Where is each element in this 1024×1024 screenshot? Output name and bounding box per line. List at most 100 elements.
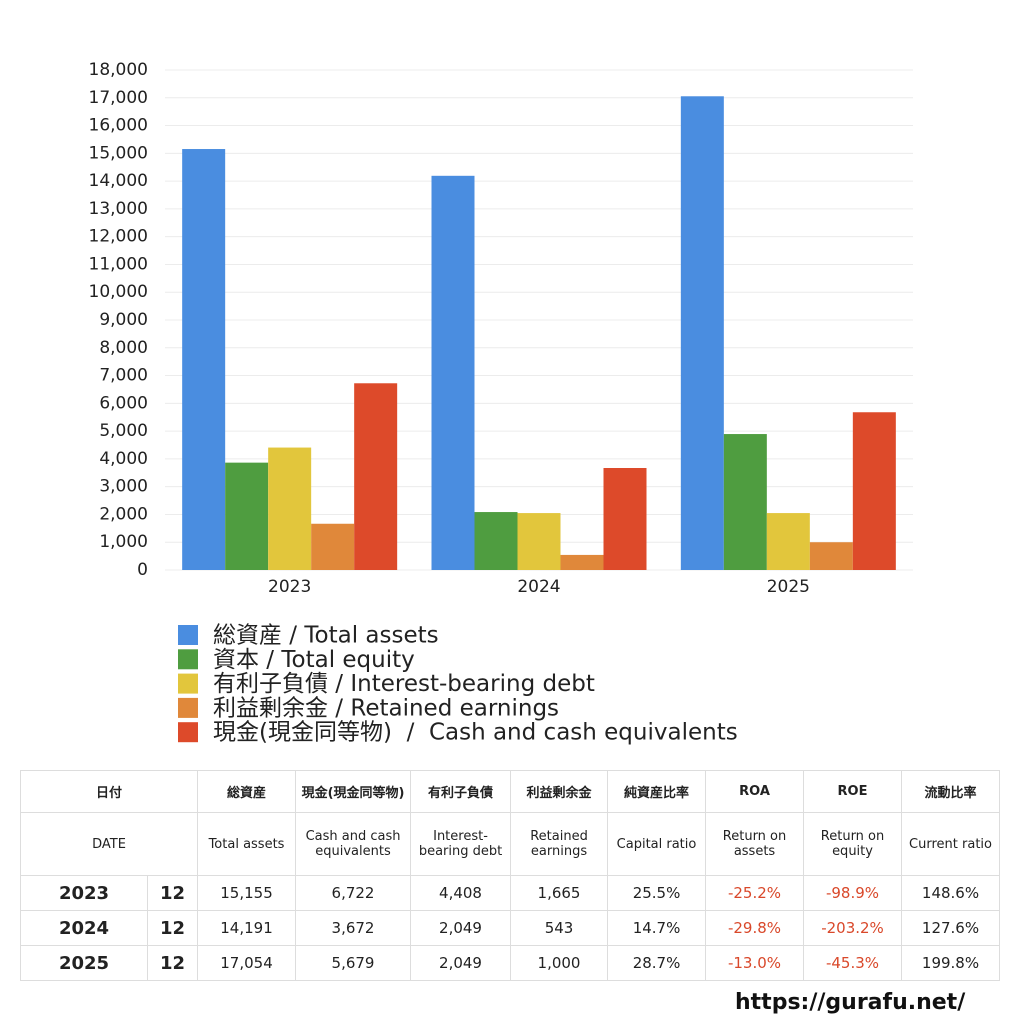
y-tick-label: 10,000 bbox=[89, 282, 148, 302]
data-cell: -203.2% bbox=[803, 910, 903, 946]
bar bbox=[680, 96, 724, 571]
bar bbox=[431, 175, 475, 571]
bar bbox=[517, 513, 561, 570]
data-cell: 3,672 bbox=[295, 910, 412, 946]
legend-label: 有利子負債 / Interest-bearing debt bbox=[213, 671, 595, 697]
data-table: 日付 総資産 現金(現金同等物) 有利子負債 利益剰余金 純資産比率 ROA ROE 流動比率 D… bbox=[19, 770, 1001, 981]
header-cell: 有利子負債 bbox=[410, 770, 512, 813]
data-cell: 5,679 bbox=[295, 945, 412, 981]
bar bbox=[603, 468, 647, 570]
data-cell: 1,665 bbox=[510, 875, 609, 911]
data-cell: 2023 bbox=[20, 875, 148, 911]
data-cell: 12 bbox=[146, 875, 199, 911]
y-tick-label: 13,000 bbox=[89, 199, 148, 219]
bar bbox=[225, 462, 269, 570]
y-tick-label: 15,000 bbox=[89, 143, 148, 163]
bar bbox=[311, 523, 355, 570]
y-tick-label: 14,000 bbox=[89, 171, 148, 191]
data-row: 2023 12 15,155 6,722 4,408 1,665 25.5% -25.2% -9… bbox=[20, 875, 1001, 911]
data-cell: 14.7% bbox=[607, 910, 707, 946]
data-cell: 148.6% bbox=[901, 875, 1001, 911]
data-cell: 25.5% bbox=[607, 875, 707, 911]
header-cell: 純資産比率 bbox=[607, 770, 707, 813]
header-cell: DATE bbox=[19, 812, 199, 876]
y-tick-label: 16,000 bbox=[89, 116, 148, 136]
x-tick-label: 2023 bbox=[268, 577, 311, 597]
chart: 0 1,000 2,000 3,000 4,000 5,000 6,000 7,000 8,00… bbox=[89, 60, 913, 746]
data-cell: 12 bbox=[146, 910, 199, 946]
header-cell: 日付 bbox=[19, 770, 199, 813]
data-cell: 543 bbox=[510, 910, 609, 946]
data-cell: 2025 bbox=[20, 945, 148, 981]
y-tick-label: 6,000 bbox=[99, 393, 148, 413]
data-cell: 12 bbox=[146, 945, 199, 981]
data-cell: 2024 bbox=[20, 910, 148, 946]
legend-swatch bbox=[178, 673, 198, 694]
y-tick-label: 17,000 bbox=[89, 88, 148, 108]
y-tick-label: 1,000 bbox=[99, 532, 148, 552]
header-cell: Interest-bearing debt bbox=[410, 812, 512, 876]
y-tick-label: 9,000 bbox=[99, 310, 148, 330]
bar bbox=[809, 542, 853, 570]
header-row: 日付 総資産 現金(現金同等物) 有利子負債 利益剰余金 純資産比率 ROA ROE 流動比率 bbox=[19, 770, 1001, 813]
header-cell: Total assets bbox=[197, 812, 297, 876]
header-cell: 総資産 bbox=[197, 770, 297, 813]
y-tick-label: 12,000 bbox=[89, 227, 148, 247]
header-cell: 流動比率 bbox=[901, 770, 1001, 813]
header-cell: Cash and cash equivalents bbox=[295, 812, 412, 876]
data-cell: 6,722 bbox=[295, 875, 412, 911]
data-cell: 2,049 bbox=[410, 945, 512, 981]
y-tick-label: 8,000 bbox=[99, 338, 148, 358]
data-cell: 28.7% bbox=[607, 945, 707, 981]
bar bbox=[723, 434, 767, 570]
x-tick-label: 2024 bbox=[517, 577, 560, 597]
bar bbox=[182, 149, 226, 570]
header-cell: Retained earnings bbox=[510, 812, 609, 876]
footer-url: https://gurafu.net/ bbox=[735, 990, 966, 1015]
header-row: DATE Total assets Cash and cash equivalent… bbox=[19, 812, 1001, 876]
header-cell: ROE bbox=[803, 770, 903, 813]
header-cell: Return on assets bbox=[705, 812, 805, 876]
header-cell: ROA bbox=[705, 770, 805, 813]
header-cell: 利益剰余金 bbox=[510, 770, 609, 813]
legend-swatch bbox=[178, 697, 198, 718]
y-tick-label: 0 bbox=[137, 560, 148, 580]
data-cell: -29.8% bbox=[705, 910, 805, 946]
y-tick-label: 7,000 bbox=[99, 366, 148, 386]
legend-label: 利益剰余金 / Retained earnings bbox=[213, 695, 559, 721]
y-tick-label: 2,000 bbox=[99, 504, 148, 524]
y-tick-label: 4,000 bbox=[99, 449, 148, 469]
legend-swatch bbox=[178, 722, 198, 743]
data-cell: 4,408 bbox=[410, 875, 512, 911]
data-cell: -45.3% bbox=[803, 945, 903, 981]
data-cell: 199.8% bbox=[901, 945, 1001, 981]
data-cell: 14,191 bbox=[197, 910, 297, 946]
data-cell: -13.0% bbox=[705, 945, 805, 981]
header-cell: 現金(現金同等物) bbox=[295, 770, 412, 813]
bar bbox=[852, 412, 896, 570]
y-tick-label: 3,000 bbox=[99, 477, 148, 497]
y-tick-label: 18,000 bbox=[89, 60, 148, 80]
bar bbox=[560, 554, 604, 570]
header-cell: Return on equity bbox=[803, 812, 903, 876]
data-row: 2024 12 14,191 3,672 2,049 543 14.7% -29.8% -203… bbox=[20, 910, 1001, 946]
data-cell: 1,000 bbox=[510, 945, 609, 981]
y-tick-label: 5,000 bbox=[99, 421, 148, 441]
legend-label: 資本 / Total equity bbox=[213, 647, 415, 673]
bar bbox=[354, 383, 398, 570]
x-tick-label: 2025 bbox=[767, 577, 810, 597]
bar bbox=[766, 513, 810, 570]
data-cell: 15,155 bbox=[197, 875, 297, 911]
data-cell: 127.6% bbox=[901, 910, 1001, 946]
data-cell: -98.9% bbox=[803, 875, 903, 911]
data-cell: -25.2% bbox=[705, 875, 805, 911]
header-cell: Current ratio bbox=[901, 812, 1001, 876]
data-cell: 2,049 bbox=[410, 910, 512, 946]
bar bbox=[474, 512, 518, 570]
header-cell: Capital ratio bbox=[607, 812, 707, 876]
data-row: 2025 12 17,054 5,679 2,049 1,000 28.7% -13.0% -4… bbox=[20, 945, 1001, 981]
legend-label: 総資産 / Total assets bbox=[213, 623, 439, 649]
legend-label: 現金(現金同等物) / Cash and cash equivalents bbox=[213, 720, 738, 746]
y-tick-label: 11,000 bbox=[89, 254, 148, 274]
